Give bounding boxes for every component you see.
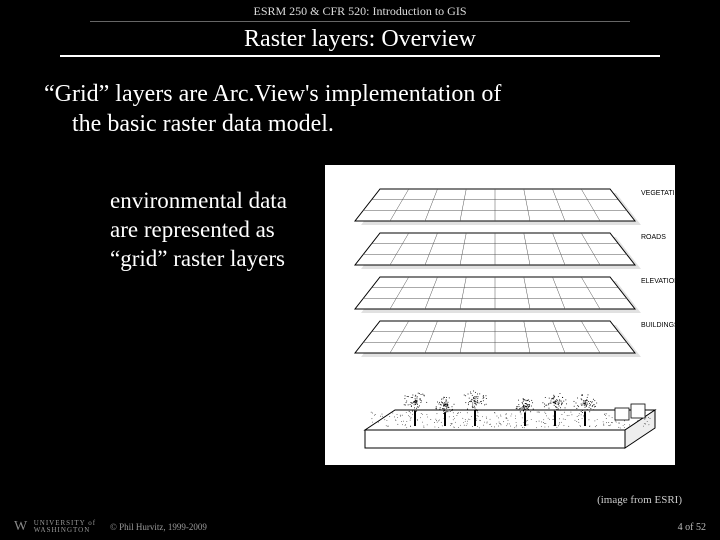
svg-text:ROADS: ROADS (641, 234, 666, 241)
course-header: ESRM 250 & CFR 520: Introduction to GIS (0, 0, 720, 19)
svg-text:VEGETATION: VEGETATION (641, 190, 675, 197)
slide-title: Raster layers: Overview (0, 22, 720, 55)
main-text-line1: “Grid” layers are Arc.View's implementat… (44, 81, 501, 107)
image-credit: (image from ESRI) (597, 494, 682, 506)
raster-layers-figure: VEGETATION ROADS ELEVATION BUILDINGS (325, 165, 675, 465)
svg-text:BUILDINGS: BUILDINGS (641, 322, 675, 329)
page-number: 4 of 52 (678, 522, 706, 533)
logo-letter: W (14, 519, 28, 535)
university-line2: WASHINGTON (34, 526, 91, 534)
university-name: UNIVERSITY of WASHINGTON (34, 520, 96, 534)
main-text-line2: the basic raster data model. (44, 109, 670, 139)
copyright: © Phil Hurvitz, 1999-2009 (110, 522, 207, 532)
body-row: environmental data are represented as “g… (0, 139, 720, 465)
footer: W UNIVERSITY of WASHINGTON © Phil Hurvit… (0, 514, 720, 540)
main-text: “Grid” layers are Arc.View's implementat… (0, 57, 720, 139)
sub-text: environmental data are represented as “g… (110, 165, 305, 273)
university-logo: W UNIVERSITY of WASHINGTON (14, 519, 96, 535)
svg-text:ELEVATION: ELEVATION (641, 278, 675, 285)
